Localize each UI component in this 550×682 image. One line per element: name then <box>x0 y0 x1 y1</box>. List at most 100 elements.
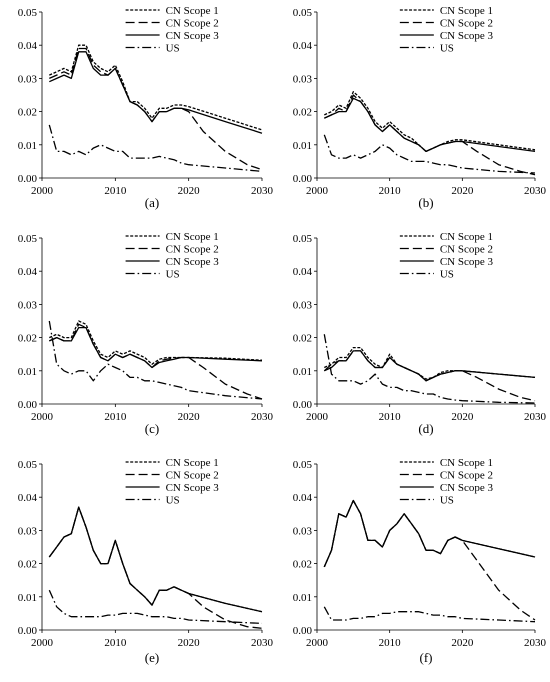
y-tick-label: 0.04 <box>293 266 313 278</box>
chart-panel: 0.00 0.01 0.02 0.03 0.04 0.05 2000 2010 2020 2030… <box>293 457 547 665</box>
y-tick-label: 0.04 <box>18 492 38 504</box>
y-tick-label: 0.04 <box>18 266 38 278</box>
x-tick-label: 2010 <box>104 637 127 649</box>
x-tick-label: 2000 <box>31 411 54 423</box>
y-tick-label: 0.02 <box>293 107 312 119</box>
x-tick-label: 2030 <box>251 411 274 423</box>
y-tick-label: 0.05 <box>18 7 38 19</box>
x-tick-label: 2010 <box>104 411 127 423</box>
y-tick-label: 0.04 <box>293 492 313 504</box>
y-tick-label: 0.04 <box>293 40 313 52</box>
x-tick-label: 2030 <box>524 185 547 197</box>
x-tick-label: 2000 <box>306 411 329 423</box>
series-line-us <box>48 124 263 173</box>
y-tick-label: 0.00 <box>293 173 313 185</box>
y-tick-label: 0.03 <box>293 299 313 311</box>
chart-panel: 0.00 0.01 0.02 0.03 0.04 0.05 2000 2010 2020 2030… <box>18 457 274 665</box>
y-tick-label: 0.00 <box>18 625 38 637</box>
chart-panel: 0.00 0.01 0.02 0.03 0.04 0.05 2000 2010 2020 2030… <box>18 5 274 210</box>
y-tick-label: 0.00 <box>18 173 38 185</box>
legend: CN Scope 1CN Scope 2CN Scope 3US <box>399 5 494 55</box>
x-tick-label: 2010 <box>104 185 127 197</box>
y-tick-label: 0.00 <box>18 399 38 411</box>
series-line-cn2 <box>49 47 263 171</box>
legend-label-us: US <box>166 269 180 281</box>
legend: CN Scope 1CN Scope 2CN Scope 3US <box>399 231 494 281</box>
y-tick-label: 0.02 <box>18 559 37 571</box>
series-line-us <box>323 134 536 174</box>
y-tick-label: 0.02 <box>18 333 37 345</box>
x-tick-label: 2020 <box>178 637 201 649</box>
legend-label-cn2: CN Scope 2 <box>440 18 493 30</box>
panel-label: (b) <box>418 195 433 210</box>
legend-label-cn3: CN Scope 3 <box>166 482 220 494</box>
legend-label-cn1: CN Scope 1 <box>440 231 493 243</box>
legend-label-cn1: CN Scope 1 <box>166 231 219 243</box>
legend: CN Scope 1CN Scope 2CN Scope 3US <box>125 231 220 281</box>
x-tick-label: 2020 <box>178 185 201 197</box>
legend: CN Scope 1CN Scope 2CN Scope 3US <box>399 457 494 507</box>
legend-label-cn3: CN Scope 3 <box>166 30 220 42</box>
legend-label-cn2: CN Scope 2 <box>440 470 493 482</box>
y-tick-label: 0.01 <box>18 140 37 152</box>
chart-panel: 0.00 0.01 0.02 0.03 0.04 0.05 2000 2010 2020 2030… <box>18 231 274 436</box>
x-tick-label: 2000 <box>31 637 54 649</box>
x-tick-label: 2030 <box>524 637 547 649</box>
series-line-cn3 <box>49 326 263 369</box>
y-tick-label: 0.01 <box>18 592 37 604</box>
legend-label-cn1: CN Scope 1 <box>440 457 493 469</box>
legend-label-cn3: CN Scope 3 <box>166 256 220 268</box>
x-tick-label: 2000 <box>31 185 54 197</box>
y-tick-label: 0.03 <box>293 73 313 85</box>
legend-label-cn2: CN Scope 2 <box>166 18 219 30</box>
panel-label: (c) <box>145 421 159 436</box>
legend-label-cn3: CN Scope 3 <box>440 30 494 42</box>
y-tick-label: 0.01 <box>293 366 312 378</box>
y-tick-label: 0.05 <box>18 233 38 245</box>
y-tick-label: 0.05 <box>293 459 313 471</box>
y-tick-label: 0.01 <box>293 592 312 604</box>
legend: CN Scope 1CN Scope 2CN Scope 3US <box>125 5 220 55</box>
series-line-cn1 <box>323 499 536 568</box>
x-tick-label: 2030 <box>251 185 274 197</box>
legend-label-cn1: CN Scope 1 <box>440 5 493 17</box>
legend: CN Scope 1CN Scope 2CN Scope 3US <box>125 457 220 507</box>
series-line-cn2 <box>48 506 263 629</box>
series-line-cn3 <box>49 51 263 134</box>
x-tick-label: 2020 <box>451 637 474 649</box>
panel-label: (a) <box>145 195 159 210</box>
series-line-cn3 <box>324 97 536 153</box>
series-line-cn2 <box>323 350 536 402</box>
legend-label-us: US <box>440 495 454 507</box>
series-line-cn3 <box>324 350 536 382</box>
series-line-us <box>323 334 536 404</box>
y-tick-label: 0.02 <box>293 333 312 345</box>
legend-label-cn2: CN Scope 2 <box>166 470 219 482</box>
series-line-cn2 <box>324 94 536 176</box>
series-line-us <box>48 589 263 625</box>
legend-label-cn3: CN Scope 3 <box>440 256 494 268</box>
chart-panel: 0.00 0.01 0.02 0.03 0.04 0.05 2000 2010 2020 2030… <box>293 231 547 436</box>
series-line-cn2 <box>323 499 536 621</box>
y-tick-label: 0.00 <box>293 625 313 637</box>
x-tick-label: 2010 <box>379 185 402 197</box>
y-tick-label: 0.03 <box>18 299 38 311</box>
y-tick-label: 0.03 <box>18 73 38 85</box>
x-tick-label: 2000 <box>306 185 329 197</box>
legend-label-cn1: CN Scope 1 <box>166 457 219 469</box>
legend-label-us: US <box>440 269 454 281</box>
panel-label: (e) <box>145 650 159 665</box>
series-line-cn1 <box>48 506 263 613</box>
y-tick-label: 0.05 <box>293 7 313 19</box>
legend-label-us: US <box>166 495 180 507</box>
panel-label: (f) <box>420 650 433 665</box>
y-tick-label: 0.02 <box>18 107 37 119</box>
x-tick-label: 2000 <box>306 637 329 649</box>
x-tick-label: 2010 <box>379 411 402 423</box>
x-tick-label: 2030 <box>524 411 547 423</box>
series-line-cn3 <box>323 499 536 568</box>
y-tick-label: 0.05 <box>293 233 313 245</box>
y-tick-label: 0.03 <box>18 525 38 537</box>
series-line-cn1 <box>324 91 536 153</box>
